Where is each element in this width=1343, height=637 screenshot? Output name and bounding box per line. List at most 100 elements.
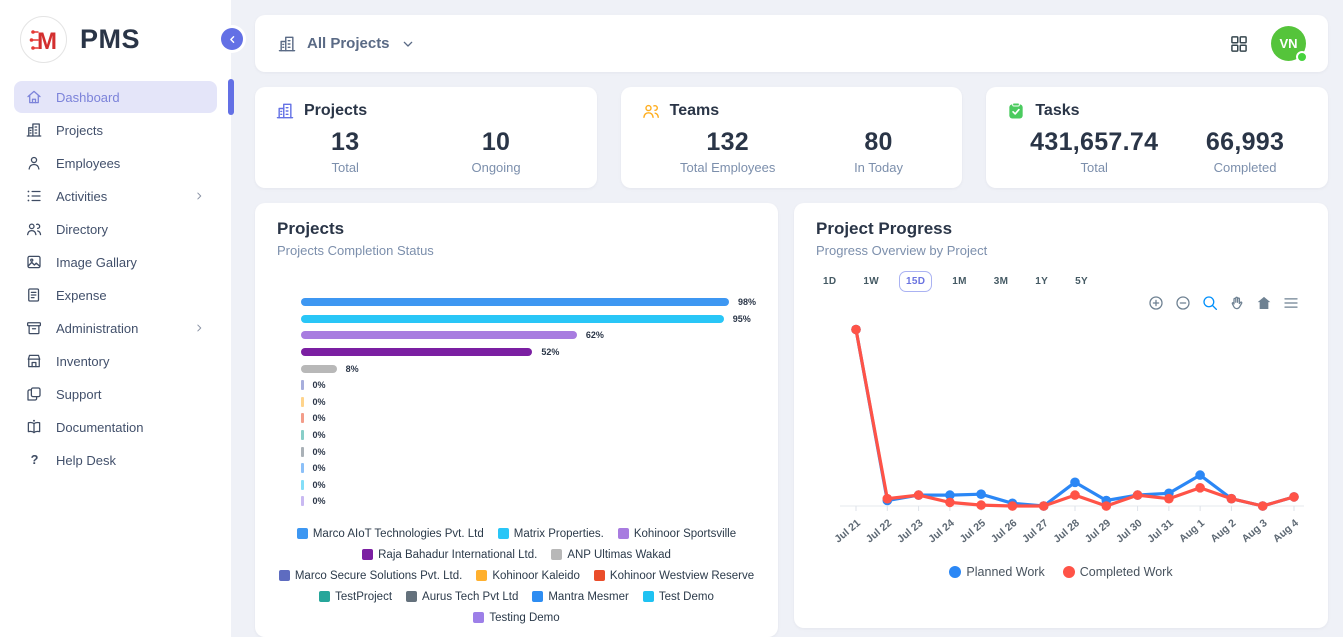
range-button-3m[interactable]: 3M	[993, 276, 1009, 287]
stats-row: Projects 13 Total 10 Ongoing Teams 132 Total Em…	[255, 87, 1329, 188]
bar-value-label: 52%	[541, 347, 560, 358]
bar-row-kohinoor-westview-reserve: 0%	[301, 410, 756, 427]
person-icon	[25, 154, 43, 172]
legend-item-kohinoor-sportsville[interactable]: Kohinoor Sportsville	[617, 528, 736, 540]
sidebar-item-employees[interactable]: Employees	[14, 147, 217, 179]
clipboard-check-icon	[1006, 101, 1026, 121]
bar-row-testproject: 0%	[301, 427, 756, 444]
project-selector[interactable]: All Projects	[277, 34, 416, 54]
people-icon	[25, 220, 43, 238]
stat-metric-in-today: 80 In Today	[854, 128, 903, 175]
bar	[301, 331, 577, 340]
legend-item-mantra-mesmer[interactable]: Mantra Mesmer	[532, 591, 629, 603]
svg-text:Jul 28: Jul 28	[1051, 517, 1082, 545]
legend-item-testing-demo[interactable]: Testing Demo	[473, 612, 560, 624]
metric-value: 10	[481, 128, 511, 156]
svg-text:Jul 30: Jul 30	[1114, 517, 1145, 545]
selection-zoom-icon[interactable]	[1201, 294, 1219, 312]
legend-label: Matrix Properties.	[513, 527, 604, 540]
app-logo[interactable]: M PMS	[0, 0, 231, 75]
projects-chart-subtitle: Projects Completion Status	[277, 243, 434, 258]
bar	[301, 396, 304, 407]
bar	[301, 314, 724, 323]
legend-swatch	[551, 549, 563, 561]
svg-text:Aug 3: Aug 3	[1240, 517, 1270, 545]
range-button-1y[interactable]: 1Y	[1035, 276, 1049, 287]
range-button-15d[interactable]: 15D	[899, 271, 933, 292]
legend-item-testproject[interactable]: TestProject	[319, 591, 392, 603]
avatar[interactable]: VN	[1271, 26, 1308, 63]
book-icon	[25, 418, 43, 436]
legend-item-matrix-properties[interactable]: Matrix Properties.	[497, 527, 604, 540]
svg-text:Jul 26: Jul 26	[989, 517, 1020, 545]
legend-item-completed-work[interactable]: Completed Work	[1062, 565, 1173, 579]
range-button-1w[interactable]: 1W	[863, 276, 879, 287]
sidebar-item-label: Employees	[56, 155, 121, 171]
bar-row-test-demo: 0%	[301, 477, 756, 494]
legend-item-marco-secure-solutions-pvt-ltd[interactable]: Marco Secure Solutions Pvt. Ltd.	[278, 570, 462, 582]
zoom-in-icon[interactable]	[1147, 294, 1165, 312]
sidebar-item-label: Expense	[56, 287, 107, 303]
sidebar-item-expense[interactable]: Expense	[14, 279, 217, 311]
legend-swatch	[362, 549, 374, 561]
sidebar-item-activities[interactable]: Activities	[14, 180, 217, 212]
svg-text:Jul 27: Jul 27	[1020, 517, 1051, 545]
stat-metric-total-employees: 132 Total Employees	[680, 128, 775, 175]
legend-item-planned-work[interactable]: Planned Work	[949, 565, 1045, 579]
legend-swatch	[296, 528, 308, 540]
sidebar: M PMS Dashboard Projects Employees Activiti…	[0, 0, 234, 637]
chevron-right-icon	[192, 189, 206, 203]
legend-item-kohinoor-kaleido[interactable]: Kohinoor Kaleido	[476, 570, 580, 582]
sidebar-item-image-gallary[interactable]: Image Gallary	[14, 246, 217, 278]
home-icon[interactable]	[1255, 294, 1273, 312]
zoom-out-icon[interactable]	[1174, 294, 1192, 312]
main-content: All Projects VN Projects 13 Total 10 Ongoing…	[231, 0, 1343, 637]
sidebar-item-directory[interactable]: Directory	[14, 213, 217, 245]
stat-card-title: Teams	[669, 102, 720, 119]
people-icon	[641, 101, 661, 121]
list-icon	[25, 187, 43, 205]
stat-card-title: Tasks	[1035, 102, 1080, 119]
sidebar-collapse-button[interactable]	[221, 28, 243, 50]
sidebar-item-label: Activities	[56, 188, 108, 204]
legend-item-raja-bahadur-international-ltd[interactable]: Raja Bahadur International Ltd.	[362, 549, 537, 561]
app-title: PMS	[80, 24, 141, 54]
legend-swatch	[476, 570, 488, 582]
legend-item-aurus-tech-pvt-ltd[interactable]: Aurus Tech Pvt Ltd	[406, 591, 518, 603]
apps-grid-icon[interactable]	[1229, 34, 1249, 54]
receipt-icon	[25, 286, 43, 304]
logo-icon: M	[20, 16, 67, 63]
range-button-1d[interactable]: 1D	[823, 276, 837, 287]
sidebar-item-projects[interactable]: Projects	[14, 114, 217, 146]
bar-row-anp-ultimas-wakad: 8%	[301, 360, 756, 377]
legend-swatch	[278, 570, 290, 582]
legend-item-test-demo[interactable]: Test Demo	[642, 591, 714, 603]
svg-text:M: M	[37, 28, 57, 55]
sidebar-item-documentation[interactable]: Documentation	[14, 411, 217, 443]
progress-chart-title: Project Progress	[816, 219, 953, 238]
legend-item-marco-aiot-technologies-pvt-ltd[interactable]: Marco AIoT Technologies Pvt. Ltd	[296, 528, 484, 540]
stat-card-projects: Projects 13 Total 10 Ongoing	[255, 87, 597, 188]
building-icon	[275, 101, 295, 121]
legend-item-anp-ultimas-wakad[interactable]: ANP Ultimas Wakad	[551, 549, 671, 561]
bar-row-kohinoor-kaleido: 0%	[301, 394, 756, 411]
sidebar-item-dashboard[interactable]: Dashboard	[14, 79, 234, 115]
range-button-1m[interactable]: 1M	[952, 276, 967, 287]
bar-value-label: 0%	[312, 446, 326, 457]
sidebar-item-administration[interactable]: Administration	[14, 312, 217, 344]
pan-icon[interactable]	[1228, 294, 1246, 312]
sidebar-item-inventory[interactable]: Inventory	[14, 345, 217, 377]
legend-swatch	[406, 591, 418, 603]
metric-value: 13	[331, 128, 360, 156]
sidebar-item-label: Dashboard	[56, 89, 120, 105]
sidebar-item-support[interactable]: Support	[14, 378, 217, 410]
legend-swatch	[319, 591, 331, 603]
stat-metric-completed: 66,993 Completed	[1206, 128, 1284, 175]
bar-value-label: 0%	[312, 430, 326, 441]
progress-chart-card: Project Progress Progress Overview by Pr…	[794, 203, 1328, 628]
menu-icon[interactable]	[1282, 294, 1300, 312]
legend-item-kohinoor-westview-reserve[interactable]: Kohinoor Westview Reserve	[593, 570, 754, 582]
range-button-5y[interactable]: 5Y	[1075, 276, 1088, 287]
sidebar-item-help-desk[interactable]: ? Help Desk	[14, 444, 217, 476]
bar	[301, 364, 337, 373]
